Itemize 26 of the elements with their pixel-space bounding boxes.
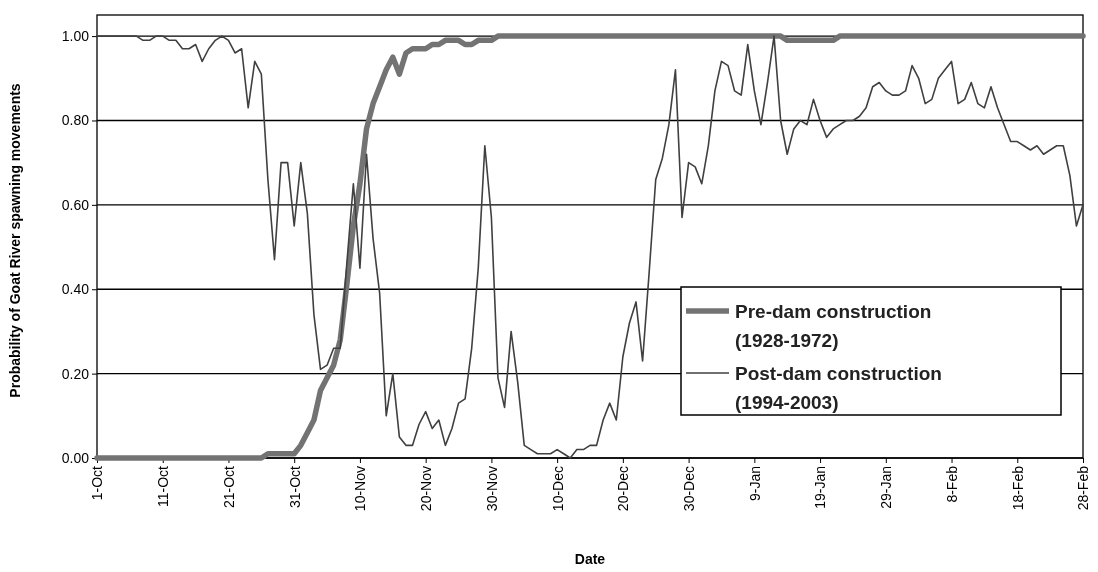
y-axis-title: Probability of Goat River spawning movements xyxy=(7,83,23,398)
x-tick-label: 20-Dec xyxy=(615,466,632,512)
x-tick-label: 29-Jan xyxy=(878,466,895,509)
legend-label: Pre-dam construction (1928-1972) xyxy=(735,301,932,351)
x-tick-label: 28-Feb xyxy=(1075,465,1092,511)
x-axis-title: Date xyxy=(574,551,606,567)
y-tick-label: 0.60 xyxy=(61,196,90,213)
x-tick-label: 10-Dec xyxy=(549,466,566,512)
y-tick-label: 0.20 xyxy=(61,365,90,382)
x-tick-label: 9-Jan xyxy=(746,466,763,502)
x-tick-label: 21-Oct xyxy=(220,465,237,509)
x-tick-label: 10-Nov xyxy=(352,466,369,512)
y-tick-label: 0.00 xyxy=(61,449,90,466)
x-tick-label: 31-Oct xyxy=(286,465,303,509)
y-tick-label: 0.40 xyxy=(61,281,90,298)
x-tick-label: 8-Feb xyxy=(943,465,960,503)
x-tick-label: 30-Nov xyxy=(483,466,500,512)
x-tick-label: 19-Jan xyxy=(812,466,829,509)
x-tick-label: 11-Oct xyxy=(155,465,172,507)
x-tick-label: 1-Oct xyxy=(89,465,106,501)
x-tick-label: 30-Dec xyxy=(681,466,697,512)
y-tick-label: 1.00 xyxy=(61,28,90,45)
x-tick-label: 20-Nov xyxy=(418,466,435,512)
legend-label: Post-dam construction (1994-2003) xyxy=(735,363,942,413)
x-tick-label: 18-Feb xyxy=(1009,465,1026,511)
y-tick-label: 0.80 xyxy=(61,112,90,129)
